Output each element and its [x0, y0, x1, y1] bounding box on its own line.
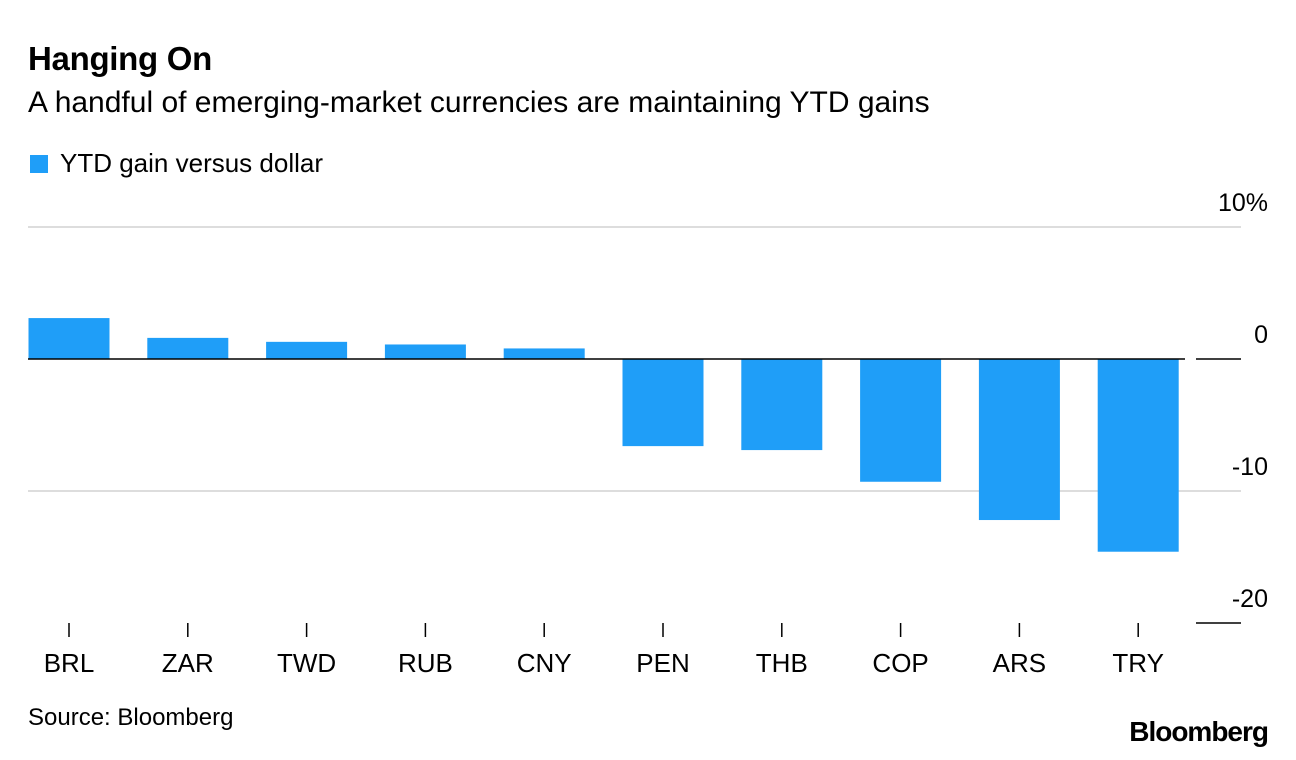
legend-swatch: [30, 154, 48, 173]
bar-cny: [503, 348, 585, 359]
bar-thb: [741, 359, 823, 451]
bar-chart: 10% 0 -10 -20 BRL ZAR TWD RUB CNY PEN THB COP ARS TRY: [28, 189, 1268, 678]
x-tick-label: THB: [756, 648, 808, 678]
bar-twd: [266, 341, 348, 359]
y-tick-label: -10: [1232, 453, 1268, 481]
legend-label: YTD gain versus dollar: [60, 148, 323, 178]
bloomberg-logo: Bloomberg: [1129, 716, 1269, 747]
x-tick-label: CNY: [517, 648, 572, 678]
x-tick-label: ZAR: [162, 648, 214, 678]
y-tick-label: -20: [1232, 585, 1268, 613]
source-note: Source: Bloomberg: [28, 704, 234, 731]
y-tick-label: 10%: [1218, 189, 1268, 217]
bar-pen: [622, 359, 704, 447]
chart-title: Hanging On: [28, 40, 212, 77]
x-tick-label: BRL: [44, 648, 95, 678]
bar-brl: [28, 318, 110, 359]
bar-zar: [147, 337, 229, 359]
x-tick-label: TWD: [277, 648, 336, 678]
x-tick-label: RUB: [398, 648, 453, 678]
bar-rub: [384, 344, 466, 359]
bar-cop: [860, 359, 942, 482]
bar-try: [1097, 359, 1179, 552]
x-tick-label: PEN: [636, 648, 689, 678]
x-tick-label: TRY: [1112, 648, 1164, 678]
chart-subtitle: A handful of emerging-market currencies …: [28, 86, 930, 119]
x-tick-label: COP: [872, 648, 928, 678]
legend: YTD gain versus dollar: [30, 148, 323, 179]
y-tick-label: 0: [1254, 321, 1268, 349]
bar-ars: [978, 359, 1060, 521]
x-tick-label: ARS: [993, 648, 1046, 678]
